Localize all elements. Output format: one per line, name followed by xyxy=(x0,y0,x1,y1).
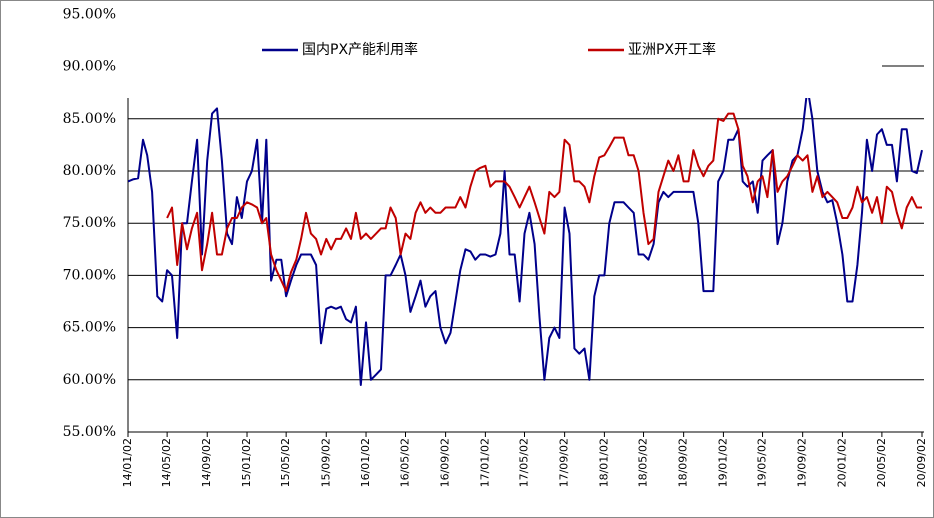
y-tick-label: 70.00% xyxy=(63,267,116,283)
x-tick-label: 19/09/02 xyxy=(796,438,809,487)
x-tick-label: 15/01/02 xyxy=(240,438,253,487)
x-tick-label: 18/05/02 xyxy=(637,438,650,487)
x-tick-label: 15/05/02 xyxy=(279,438,292,487)
y-tick-label: 85.00% xyxy=(63,111,116,127)
y-tick-label: 95.00% xyxy=(63,6,116,22)
x-tick-label: 15/09/02 xyxy=(319,438,332,487)
x-tick-label: 19/01/02 xyxy=(716,438,729,487)
y-tick-label: 75.00% xyxy=(63,215,116,231)
x-tick-label: 17/01/02 xyxy=(478,438,491,487)
y-tick-label: 60.00% xyxy=(63,372,116,388)
x-tick-label: 14/05/02 xyxy=(160,438,173,487)
x-tick-label: 18/01/02 xyxy=(597,438,610,487)
plot-area xyxy=(128,98,923,386)
x-tick-label: 16/09/02 xyxy=(439,438,452,487)
x-tick-label: 17/09/02 xyxy=(558,438,571,487)
x-tick-label: 17/05/02 xyxy=(518,438,531,487)
y-tick-label: 65.00% xyxy=(63,320,116,336)
x-tick-label: 16/05/02 xyxy=(398,438,411,487)
x-tick-label: 20/09/02 xyxy=(915,438,928,487)
x-tick-label: 20/01/02 xyxy=(835,438,848,487)
y-tick-label: 90.00% xyxy=(63,59,116,75)
x-tick-label: 14/01/02 xyxy=(121,438,134,487)
x-tick-label: 19/05/02 xyxy=(756,438,769,487)
series-line xyxy=(166,112,922,293)
y-tick-label: 80.00% xyxy=(63,163,116,179)
x-tick-label: 14/09/02 xyxy=(200,438,213,487)
x-tick-label: 18/09/02 xyxy=(677,438,690,487)
x-tick-label: 20/05/02 xyxy=(875,438,888,487)
x-tick-label: 16/01/02 xyxy=(359,438,372,487)
legend-label: 亚洲PX开工率 xyxy=(628,41,716,58)
y-tick-label: 55.00% xyxy=(63,424,116,440)
legend-label: 国内PX产能利用率 xyxy=(302,41,418,58)
